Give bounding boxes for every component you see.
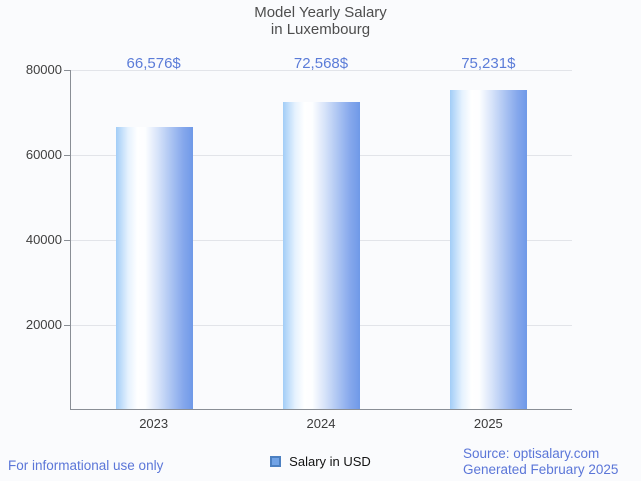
generated-text: Generated February 2025 (463, 461, 619, 477)
bar-2024[interactable] (283, 101, 360, 409)
bar-value-label: 72,568$ (293, 55, 349, 72)
bar-2023[interactable] (116, 126, 193, 409)
bar-slot (405, 70, 572, 409)
y-axis-tick-label: 80000 (25, 62, 62, 77)
gridline (71, 70, 572, 71)
y-axis-tick (64, 70, 70, 71)
y-axis-tick (64, 325, 70, 326)
chart-title-line1: Model Yearly Salary (254, 4, 387, 21)
source-block: Source: optisalary.com Generated Februar… (463, 446, 618, 477)
bar-value-label: 75,231$ (461, 55, 516, 72)
bars-container (71, 70, 572, 409)
bar-value-label: 66,576$ (126, 55, 181, 72)
y-axis-tick (64, 155, 70, 156)
chart-title: Model Yearly Salary in Luxembourg (0, 4, 641, 38)
y-axis-tick (64, 240, 70, 241)
bar-value-labels: 66,576$ 72,568$ 75,231$ (70, 55, 572, 72)
x-axis-labels: 2023 2024 2025 (70, 416, 572, 431)
source-text: Source: optisalary.com (463, 446, 600, 461)
legend-color-swatch (270, 456, 282, 467)
x-axis-label: 2023 (139, 416, 169, 431)
legend-label: Salary in USD (289, 454, 371, 469)
disclaimer-text: For informational use only (8, 458, 164, 473)
legend: Salary in USD (0, 454, 641, 469)
y-axis-tick-label: 20000 (25, 317, 62, 332)
bar-2025[interactable] (450, 90, 527, 409)
x-axis-label: 2024 (306, 416, 336, 431)
y-axis-tick-label: 60000 (25, 147, 62, 162)
bar-slot (71, 70, 238, 409)
y-axis-tick-label: 40000 (25, 232, 62, 247)
bar-slot (238, 70, 405, 409)
x-axis-label: 2025 (473, 416, 503, 431)
chart-title-line2: in Luxembourg (270, 21, 371, 38)
plot-area (64, 70, 572, 410)
